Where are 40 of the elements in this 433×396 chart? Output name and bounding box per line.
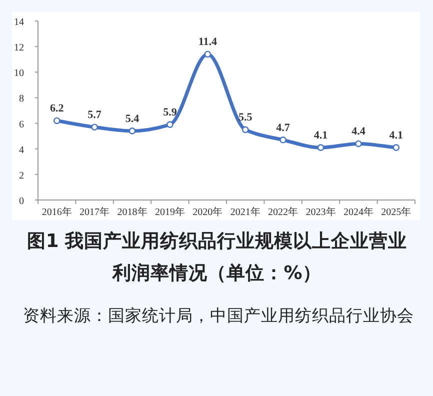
x-tick-label: 2020年 [192,206,223,218]
point [242,126,249,134]
point [317,144,324,151]
point [91,124,98,131]
y-tick-label: 8 [19,94,24,105]
point [280,136,286,144]
y-tick-label: 12 [14,42,24,54]
text: 资料来源：国家统计局，中国产业用纺织品行业协会 [22,305,414,327]
x-tick-label: 2019年 [154,206,185,218]
x-tick-label: 2016年 [42,206,72,218]
data-label: 6.2 [50,102,64,115]
data-label: 11.4 [198,36,218,48]
y-tick-label: 0 [19,196,24,207]
x-tick-label: 2018年 [117,206,148,218]
data-label: 5.9 [163,106,178,119]
point [392,144,400,151]
y-tick-label: 2 [19,170,24,182]
point [166,121,174,128]
point [204,50,212,58]
data-label: 5.7 [88,109,102,122]
x-tick-label: 2021年 [230,206,260,218]
y-tick-label: 6 [19,119,24,130]
y-tick-label: 4 [19,144,24,156]
x-tick-label: 2023年 [306,206,336,218]
x-tick-label: 2024年 [343,206,374,218]
y-tick-label: 14 [14,17,24,28]
x-tick-label: 2022年 [268,206,298,218]
data-label: 4.1 [314,130,328,142]
point [355,140,362,148]
text: 图1 我国产业用纺织品行业规模以上企业营业利润率情况（单位：%） [26,230,408,286]
x-tick-label: 2025年 [381,206,412,218]
data-label: 4.1 [389,130,404,142]
data-label: 5.5 [238,112,253,124]
point [53,117,60,124]
data-label: 4.4 [352,126,366,138]
y-tick-label: 10 [14,68,24,80]
data-label: 4.7 [276,122,290,134]
data-label: 5.4 [125,112,140,125]
x-tick-label: 2017年 [80,206,110,218]
point [128,128,136,134]
